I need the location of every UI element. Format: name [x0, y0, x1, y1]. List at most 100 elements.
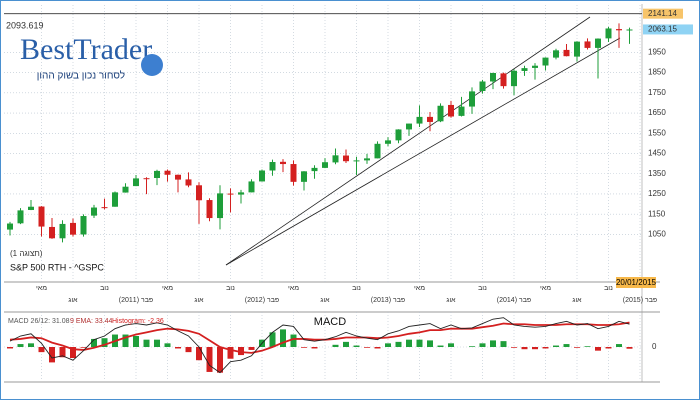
candle-body: [521, 68, 528, 71]
x-tick-label: מאי: [288, 285, 299, 292]
histogram-bar: [343, 341, 349, 347]
logo-globe: [141, 54, 163, 76]
histogram-bar: [595, 347, 601, 351]
y-tick-label: 1650: [648, 108, 666, 117]
histogram-bar: [521, 347, 528, 350]
x-tick-label: (2012) פבר: [245, 297, 279, 304]
logo-tagline: לסחור נכון בשוק ההון: [37, 70, 125, 82]
histogram-bar: [364, 347, 370, 348]
histogram-bar: [269, 332, 276, 347]
histogram-bar: [101, 338, 108, 347]
candle-body: [238, 192, 244, 195]
x-tick-label: (2011) פבר: [119, 297, 153, 304]
x-tick-label: נוב: [478, 285, 487, 292]
candle-body: [616, 29, 622, 31]
histogram-bar: [143, 339, 150, 347]
y-tick-label: 1950: [648, 47, 666, 56]
candle-body: [122, 186, 129, 193]
legend-ema: 9 EMA: 33.44: [70, 318, 113, 325]
legend-histogram: Histogram: -2.36: [112, 318, 164, 325]
histogram-bar: [248, 347, 255, 350]
x-tick-label: נוב: [100, 285, 109, 292]
histogram-bar: [175, 347, 181, 349]
candle-body: [385, 140, 391, 144]
histogram-bar: [563, 344, 570, 347]
histogram-bar: [626, 347, 633, 349]
view-label: (תצוגה 1): [10, 249, 43, 258]
candle-body: [91, 207, 97, 216]
histogram-bar: [311, 347, 318, 349]
candle-body: [364, 158, 370, 161]
histogram-bar: [542, 347, 549, 349]
candle-body: [479, 81, 486, 91]
histogram-bar: [280, 329, 286, 347]
histogram-bar: [374, 347, 381, 349]
candle-body: [154, 170, 160, 178]
candle-body: [332, 155, 339, 163]
histogram-bar: [59, 347, 66, 358]
candle-body: [248, 181, 255, 193]
y-tick-label: 1350: [648, 169, 666, 178]
candle-body: [626, 29, 633, 31]
high-box: [643, 8, 683, 19]
candle-body: [574, 41, 580, 57]
x-tick-label: (2013) פבר: [371, 297, 405, 304]
candle-body: [406, 123, 412, 130]
histogram-bar: [227, 347, 234, 359]
histogram-bar: [616, 344, 622, 347]
candle-body: [532, 65, 538, 68]
ema-line: [9, 321, 630, 354]
histogram-bar: [437, 345, 444, 347]
histogram-bar: [469, 346, 475, 347]
macd-line: [9, 317, 630, 374]
candle-body: [217, 193, 223, 219]
histogram-bar: [290, 334, 297, 347]
y-tick-label: 1850: [648, 68, 666, 77]
x-tick-label: אוג: [320, 297, 330, 304]
candle-body: [101, 207, 108, 209]
histogram-bar: [7, 347, 13, 349]
x-tick-label: מאי: [414, 285, 425, 292]
candle-body: [584, 41, 591, 48]
x-tick-label: אוג: [68, 297, 78, 304]
candle-body: [374, 143, 381, 159]
legend-macd: MACD 26/12: 31.08: [8, 318, 70, 325]
histogram-bar: [206, 347, 213, 372]
candle-body: [164, 170, 171, 175]
y-tick-label: 1150: [648, 209, 666, 218]
x-tick-label: נוב: [604, 285, 613, 292]
y-tick-label: 1050: [648, 230, 666, 239]
candle-body: [59, 223, 66, 239]
candle-body: [49, 226, 55, 239]
histogram-bar: [500, 341, 507, 347]
candle-body: [259, 170, 265, 182]
candle-body: [301, 171, 307, 182]
histogram-bar: [38, 347, 45, 353]
histogram-bar: [196, 347, 202, 361]
symbol-label: S&P 500 RTH - ^GSPC: [10, 262, 104, 272]
candle-body: [563, 49, 570, 57]
candle-body: [206, 200, 213, 219]
channel-lower: [225, 37, 621, 266]
histogram-bar: [479, 343, 486, 347]
macd-title: MACD: [314, 316, 346, 328]
histogram-bar: [80, 347, 87, 348]
histogram-bar: [574, 347, 580, 348]
histogram-bar: [532, 347, 538, 350]
candle-body: [80, 216, 87, 235]
y-tick-label: 1250: [648, 189, 666, 198]
last-price-box: [643, 24, 693, 35]
histogram-bar: [395, 341, 402, 347]
histogram-bar: [154, 339, 160, 347]
x-tick-label: מאי: [540, 285, 551, 292]
histogram-bar: [122, 334, 129, 347]
x-tick-label: מאי: [162, 285, 173, 292]
candle-body: [448, 104, 454, 117]
histogram-bar: [17, 344, 24, 347]
x-tick-label: אוג: [572, 297, 582, 304]
y-tick-label: 1750: [648, 88, 666, 97]
candle-body: [7, 223, 13, 230]
candle-body: [542, 57, 549, 66]
candle-body: [280, 161, 286, 165]
